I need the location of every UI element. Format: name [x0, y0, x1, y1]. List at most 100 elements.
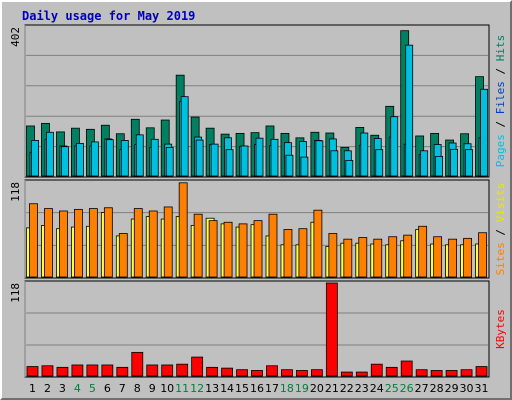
bar-sites [103, 207, 113, 278]
day-label: 19 [295, 382, 309, 395]
legend-top: Pages / Files / Hits [494, 35, 507, 168]
bar-kbytes [101, 364, 114, 377]
day-label: 30 [460, 382, 474, 395]
day-label: 29 [445, 382, 459, 395]
bar-pages [150, 138, 159, 177]
bar-pages [480, 88, 488, 177]
bar-kbytes [475, 366, 488, 377]
legend-bot: KBytes [494, 309, 507, 349]
bar-kbytes [296, 370, 308, 377]
bar-pages [285, 154, 294, 177]
bar-sites [343, 238, 353, 278]
bar-kbytes [460, 369, 473, 377]
bar-sites [448, 238, 457, 278]
day-label: 10 [160, 382, 174, 395]
day-label: 25 [385, 382, 399, 395]
bar-sites [283, 229, 293, 278]
bar-kbytes [355, 371, 368, 377]
bar-pages [405, 44, 414, 177]
bar-pages [105, 139, 114, 177]
bar-sites [478, 232, 487, 278]
chart-title: Daily usage for May 2019 [22, 9, 196, 23]
legend-mid: Sites / Visits [494, 183, 507, 276]
bar-kbytes [400, 360, 413, 377]
panel-bot [24, 280, 490, 378]
bar-sites [193, 213, 203, 278]
bar-pages [300, 156, 309, 177]
bar-pages [165, 147, 174, 177]
bar-kbytes [445, 370, 458, 377]
bar-sites [148, 210, 158, 278]
day-label: 1 [29, 382, 36, 395]
bar-pages [330, 150, 339, 177]
legend-item: Hits [494, 35, 507, 62]
bar-kbytes [206, 366, 219, 377]
day-label: 13 [205, 382, 219, 395]
bar-sites [433, 236, 443, 278]
bar-pages [46, 131, 54, 177]
bar-pages [90, 141, 99, 177]
bar-kbytes [221, 367, 233, 377]
bar-sites [328, 233, 338, 278]
bar-sites [403, 234, 413, 278]
bar-pages [195, 139, 204, 177]
bar-kbytes [116, 366, 129, 377]
bar-sites [178, 182, 188, 278]
day-label: 8 [134, 382, 141, 395]
bar-pages [315, 140, 324, 177]
bar-sites [163, 206, 173, 278]
bar-kbytes [71, 364, 84, 377]
bar-kbytes [340, 371, 353, 377]
legend-item: KBytes [494, 309, 507, 349]
bar-pages [31, 140, 39, 177]
bar-sites [59, 210, 68, 278]
bar-pages [360, 132, 369, 177]
day-label: 12 [190, 382, 204, 395]
bar-kbytes [325, 282, 338, 377]
bar-sites [388, 236, 398, 278]
legend-item: Visits [494, 183, 507, 223]
bar-pages [255, 137, 264, 177]
day-label: 16 [250, 382, 264, 395]
bar-kbytes [26, 366, 39, 377]
bar-sites [268, 213, 278, 278]
bar-pages [240, 145, 249, 177]
bar-pages [180, 96, 189, 177]
bar-kbytes [86, 364, 99, 377]
bar-kbytes [176, 363, 189, 377]
bar-kbytes [131, 351, 144, 377]
day-label: 23 [355, 382, 369, 395]
bar-pages [450, 148, 458, 177]
bar-sites [253, 220, 263, 278]
bar-sites [74, 208, 83, 278]
bar-kbytes [56, 366, 69, 377]
day-label: 27 [415, 382, 429, 395]
day-label: 5 [89, 382, 96, 395]
day-label: 6 [104, 382, 111, 395]
bar-kbytes [41, 365, 54, 377]
bar-sites [223, 221, 233, 278]
bar-pages [210, 143, 219, 177]
bar-sites [298, 228, 308, 278]
day-label: 18 [280, 382, 294, 395]
bar-pages [270, 138, 279, 177]
bar-sites [313, 209, 323, 278]
bar-kbytes [266, 365, 278, 377]
day-label: 17 [265, 382, 279, 395]
bar-pages [225, 149, 234, 177]
bar-sites [133, 208, 143, 278]
bar-kbytes [310, 369, 323, 377]
bar-kbytes [385, 366, 398, 377]
day-label: 9 [149, 382, 156, 395]
legend-item: Sites [494, 242, 507, 275]
bar-pages [435, 155, 444, 177]
bar-sites [118, 233, 128, 278]
day-label: 28 [430, 382, 444, 395]
day-label: 20 [310, 382, 324, 395]
bar-sites [208, 220, 218, 278]
legend-item: Pages [494, 134, 507, 167]
day-label: 3 [59, 382, 66, 395]
bar-kbytes [370, 363, 383, 377]
bar-sites [358, 237, 368, 278]
day-label: 31 [475, 382, 489, 395]
